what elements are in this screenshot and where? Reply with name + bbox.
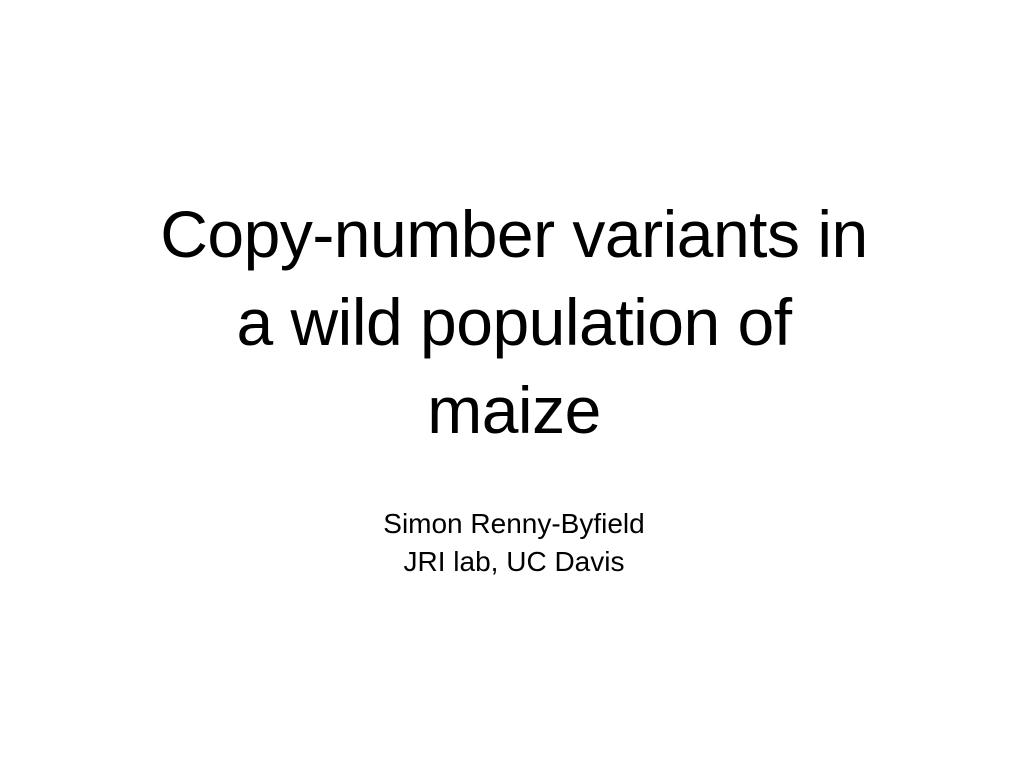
- author-affiliation: JRI lab, UC Davis: [403, 546, 625, 577]
- title-line: maize: [427, 373, 601, 447]
- title-line: a wild population of: [236, 285, 792, 359]
- slide-subtitle: Simon Renny-Byfield JRI lab, UC Davis: [0, 505, 1028, 581]
- title-line: Copy-number variants in: [160, 197, 868, 271]
- author-name: Simon Renny-Byfield: [383, 508, 645, 539]
- slide-title: Copy-number variants in a wild populatio…: [0, 190, 1028, 454]
